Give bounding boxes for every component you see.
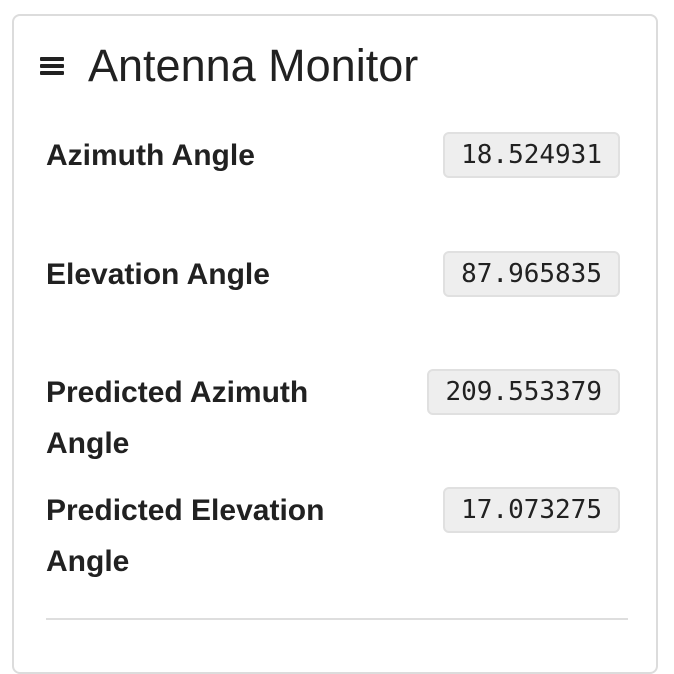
reading-label-predicted-azimuth: Predicted Azimuth Angle [46,376,309,460]
menu-icon-bar [40,57,64,61]
reading-label-elevation: Elevation Angle [46,258,270,291]
antenna-monitor-card: Antenna Monitor Azimuth Angle 18.524931 … [12,14,658,674]
reading-label-predicted-elevation: Predicted Elevation Angle [46,494,325,578]
reading-value-azimuth: 18.524931 [443,132,620,178]
menu-icon-bar [40,64,64,68]
hamburger-menu-icon[interactable] [40,57,64,75]
reading-label-azimuth: Azimuth Angle [46,139,255,172]
reading-value-predicted-elevation: 17.073275 [443,487,620,533]
menu-icon-bar [40,71,64,75]
page-title: Antenna Monitor [88,40,419,91]
divider [46,618,628,620]
reading-value-elevation: 87.965835 [443,251,620,297]
reading-value-predicted-azimuth: 209.553379 [427,369,620,415]
card-header: Antenna Monitor [40,40,418,92]
